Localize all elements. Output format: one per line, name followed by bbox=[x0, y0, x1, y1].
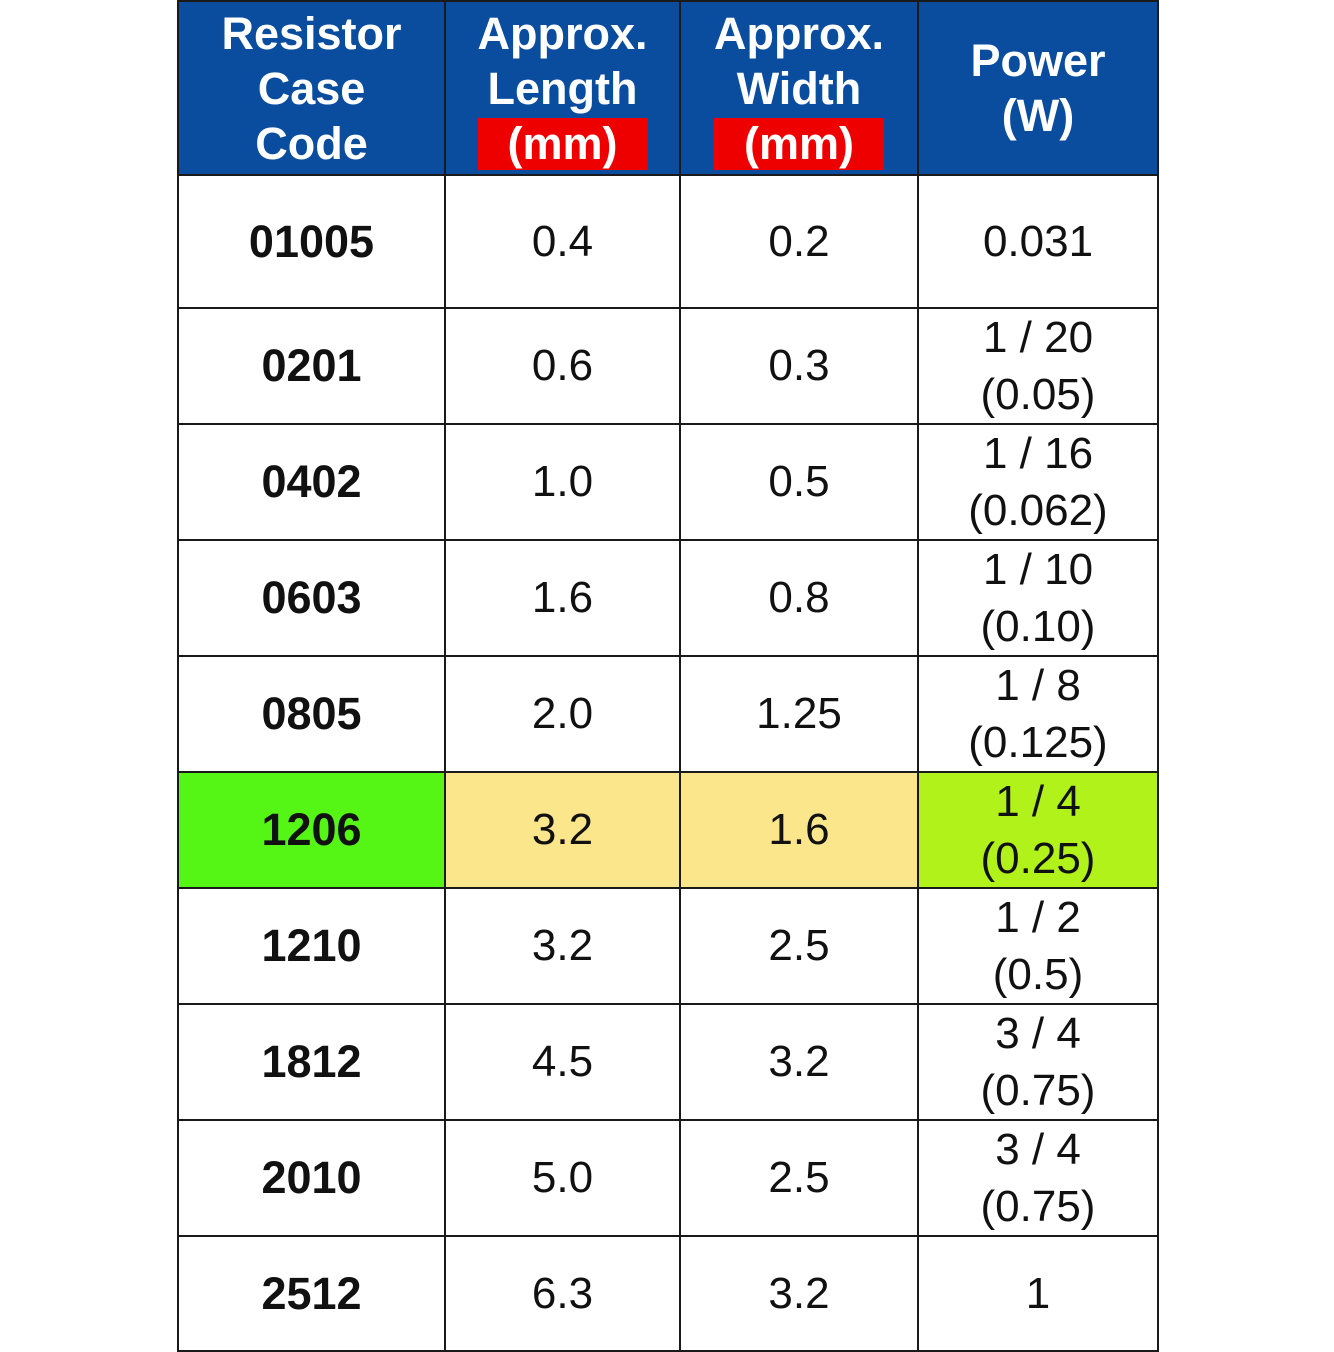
width-cell: 0.8 bbox=[679, 539, 919, 657]
header-line: Length bbox=[487, 62, 638, 114]
length-cell: 3.2 bbox=[444, 771, 681, 889]
power-value-line: 0.031 bbox=[982, 217, 1094, 266]
header-row: Resistor Case Code Approx. Length (mm) A… bbox=[177, 0, 1159, 176]
width-cell: 3.2 bbox=[679, 1003, 919, 1121]
case-code-cell: 0603 bbox=[177, 539, 446, 657]
power-value-line: 1 / 4 bbox=[995, 777, 1081, 826]
power-cell: 1 / 16 (0.062) bbox=[917, 423, 1159, 541]
header-power: Power (W) bbox=[917, 0, 1159, 176]
case-code-cell: 2512 bbox=[177, 1235, 446, 1352]
width-cell: 2.5 bbox=[679, 887, 919, 1005]
length-cell: 3.2 bbox=[444, 887, 681, 1005]
power-value-line: 3 / 4 bbox=[995, 1125, 1081, 1174]
table-row: 0402 1.0 0.5 1 / 16 (0.062) bbox=[177, 423, 1159, 541]
power-cell: 1 / 2 (0.5) bbox=[917, 887, 1159, 1005]
case-code-cell: 1812 bbox=[177, 1003, 446, 1121]
header-line: Code bbox=[255, 117, 368, 169]
power-cell: 1 / 8 (0.125) bbox=[917, 655, 1159, 773]
header-line: Case bbox=[257, 62, 366, 114]
power-value-line: 1 / 10 bbox=[982, 545, 1094, 594]
length-cell: 1.0 bbox=[444, 423, 681, 541]
power-value-line: 1 / 2 bbox=[995, 893, 1081, 942]
power-value-line: 3 / 4 bbox=[995, 1009, 1081, 1058]
table-body: 01005 0.4 0.2 0.031 0201 0.6 0.3 1 / 20 (0.05) 04… bbox=[177, 174, 1159, 1352]
power-cell: 1 bbox=[917, 1235, 1159, 1352]
case-code-cell: 1206 bbox=[177, 771, 446, 889]
unit-line: (mm) bbox=[682, 116, 916, 171]
power-cell: 3 / 4 (0.75) bbox=[917, 1003, 1159, 1121]
power-value-line: 1 / 8 bbox=[995, 661, 1081, 710]
power-value-line: (0.05) bbox=[980, 370, 1096, 419]
table-row: 1812 4.5 3.2 3 / 4 (0.75) bbox=[177, 1003, 1159, 1121]
power-value-line: 1 / 20 bbox=[982, 313, 1094, 362]
power-cell: 3 / 4 (0.75) bbox=[917, 1119, 1159, 1237]
power-value-line: (0.75) bbox=[980, 1182, 1096, 1231]
width-cell: 0.2 bbox=[679, 174, 919, 309]
header-width: Approx. Width (mm) bbox=[679, 0, 919, 176]
unit-badge: (mm) bbox=[714, 117, 884, 170]
width-cell: 0.5 bbox=[679, 423, 919, 541]
header-line: Approx. bbox=[477, 7, 648, 59]
power-value-line: 1 / 16 bbox=[982, 429, 1094, 478]
power-value-line: (0.10) bbox=[980, 602, 1096, 651]
length-cell: 1.6 bbox=[444, 539, 681, 657]
width-cell: 2.5 bbox=[679, 1119, 919, 1237]
case-code-cell: 0402 bbox=[177, 423, 446, 541]
unit-badge: (mm) bbox=[477, 117, 648, 170]
power-cell: 1 / 20 (0.05) bbox=[917, 307, 1159, 425]
power-value-line: 1 bbox=[1025, 1269, 1051, 1318]
power-cell: 1 / 10 (0.10) bbox=[917, 539, 1159, 657]
power-value-line: (0.062) bbox=[968, 486, 1108, 535]
length-cell: 4.5 bbox=[444, 1003, 681, 1121]
power-value-line: (0.5) bbox=[992, 950, 1084, 999]
power-cell: 0.031 bbox=[917, 174, 1159, 309]
table-row: 1206 3.2 1.6 1 / 4 (0.25) bbox=[177, 771, 1159, 889]
power-value-line: (0.25) bbox=[980, 834, 1096, 883]
unit-line: (mm) bbox=[447, 116, 678, 171]
table-row: 01005 0.4 0.2 0.031 bbox=[177, 174, 1159, 309]
length-cell: 6.3 bbox=[444, 1235, 681, 1352]
width-cell: 1.6 bbox=[679, 771, 919, 889]
width-cell: 1.25 bbox=[679, 655, 919, 773]
table-row: 2010 5.0 2.5 3 / 4 (0.75) bbox=[177, 1119, 1159, 1237]
header-length: Approx. Length (mm) bbox=[444, 0, 681, 176]
case-code-cell: 0201 bbox=[177, 307, 446, 425]
header-case-code: Resistor Case Code bbox=[177, 0, 446, 176]
power-value-line: (0.75) bbox=[980, 1066, 1096, 1115]
power-value-line: (0.125) bbox=[968, 718, 1108, 767]
length-cell: 0.6 bbox=[444, 307, 681, 425]
table-row: 0201 0.6 0.3 1 / 20 (0.05) bbox=[177, 307, 1159, 425]
table-row: 0603 1.6 0.8 1 / 10 (0.10) bbox=[177, 539, 1159, 657]
header-line: Approx. bbox=[713, 7, 884, 59]
header-line: Resistor bbox=[221, 7, 402, 59]
power-cell: 1 / 4 (0.25) bbox=[917, 771, 1159, 889]
header-line: Power bbox=[970, 35, 1106, 86]
resistor-size-table: Resistor Case Code Approx. Length (mm) A… bbox=[177, 0, 1159, 1352]
length-cell: 0.4 bbox=[444, 174, 681, 309]
length-cell: 2.0 bbox=[444, 655, 681, 773]
length-cell: 5.0 bbox=[444, 1119, 681, 1237]
header-line: (W) bbox=[1001, 90, 1075, 141]
case-code-cell: 1210 bbox=[177, 887, 446, 1005]
table-row: 2512 6.3 3.2 1 bbox=[177, 1235, 1159, 1352]
case-code-cell: 2010 bbox=[177, 1119, 446, 1237]
case-code-cell: 0805 bbox=[177, 655, 446, 773]
table-row: 1210 3.2 2.5 1 / 2 (0.5) bbox=[177, 887, 1159, 1005]
case-code-cell: 01005 bbox=[177, 174, 446, 309]
header-line: Width bbox=[736, 62, 862, 114]
table-row: 0805 2.0 1.25 1 / 8 (0.125) bbox=[177, 655, 1159, 773]
width-cell: 0.3 bbox=[679, 307, 919, 425]
